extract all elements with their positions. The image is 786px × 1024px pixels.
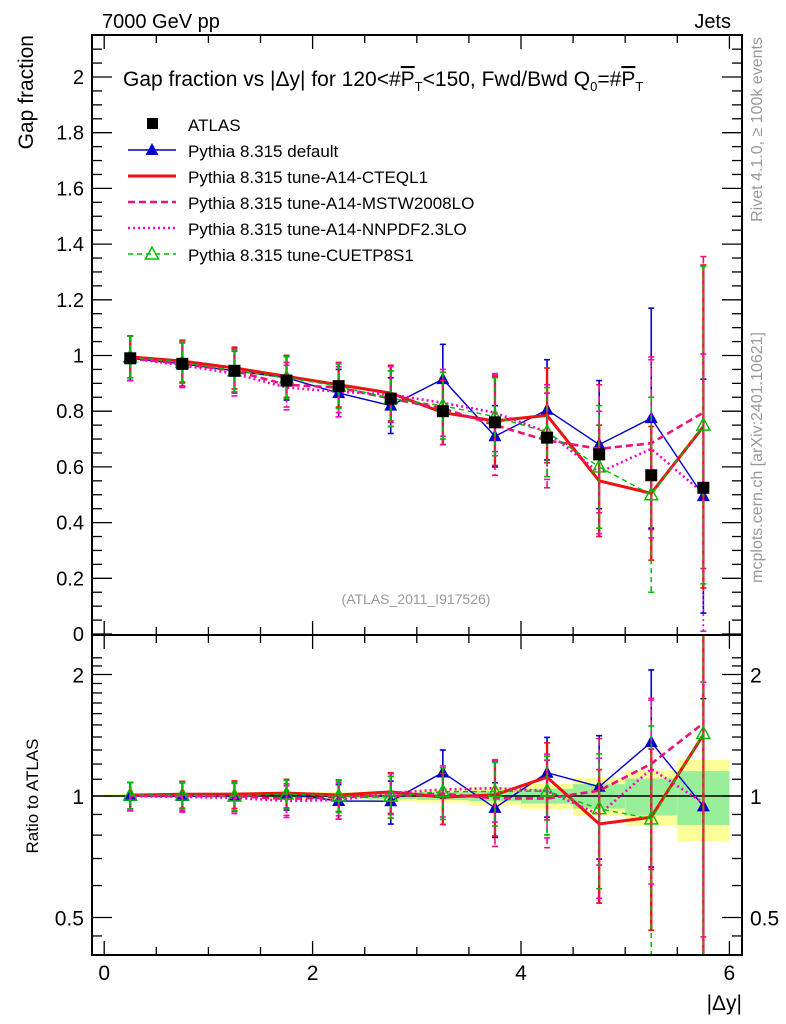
- x-tick-label: 4: [515, 962, 527, 985]
- main-y-tick-label: 2: [73, 67, 84, 89]
- ratio-series-layer: [122, 635, 712, 955]
- main-series-pythia-8-315-tune-cuetp8s1: [122, 265, 712, 594]
- main-y-tick-label: 1.8: [56, 123, 84, 145]
- ratio-point: [278, 785, 295, 800]
- ratio-point: [226, 787, 243, 802]
- ratio-point: [174, 786, 191, 801]
- plot-title: Gap fraction vs |Δy| for 120<#PT<150, Fw…: [123, 68, 643, 94]
- legend-item: Pythia 8.315 tune-A14-NNPDF2.3LO: [128, 220, 467, 239]
- ratio-point: [643, 810, 659, 825]
- main-point: [643, 486, 659, 501]
- legend-label: Pythia 8.315 tune-A14-CTEQL1: [188, 168, 428, 187]
- legend-label: Pythia 8.315 tune-A14-NNPDF2.3LO: [188, 220, 467, 239]
- main-series-line: [130, 356, 705, 495]
- main-point: [332, 380, 345, 393]
- x-tick-label: 6: [724, 962, 736, 985]
- main-point: [541, 431, 554, 444]
- legend-atlas-marker: [147, 118, 158, 129]
- header-right-label: Jets: [694, 11, 731, 33]
- axes-layer: 0 2 4 6 0 0.2 0.4 0.6 0.8 1 1.2 1.4 1.6 1.8 2 0.5 0.5 1 1 2…: [55, 34, 779, 985]
- main-point: [697, 481, 710, 494]
- main-point: [645, 469, 658, 482]
- ratio-point: [435, 783, 451, 798]
- header-left-label: 7000 GeV pp: [102, 11, 220, 33]
- ratio-y-tick-label-right: 2: [750, 665, 762, 688]
- main-y-tick-label: 0: [73, 624, 84, 646]
- main-series-pythia-8-315-default: [123, 307, 710, 614]
- legend-item: Pythia 8.315 default: [128, 142, 339, 161]
- main-y-tick-label: 0.6: [56, 457, 84, 479]
- ratio-y-tick-label-right: 0.5: [750, 908, 779, 931]
- ratio-point: [695, 725, 712, 740]
- main-series-line: [130, 356, 704, 496]
- main-point: [280, 374, 293, 387]
- main-point: [436, 405, 449, 418]
- ratio-y-tick-label: 0.5: [55, 908, 84, 931]
- legend-label: Pythia 8.315 default: [188, 142, 339, 161]
- legend-item: ATLAS: [147, 116, 241, 135]
- ratio-y-tick-label: 1: [72, 786, 84, 809]
- main-point: [695, 416, 712, 431]
- main-series-atlas: [124, 352, 710, 494]
- main-y-tick-label: 1: [73, 346, 84, 368]
- main-series-line: [130, 357, 704, 497]
- main-series-pythia-8-315-tune-a14-mstw2008lo: [127, 255, 707, 570]
- legend-item: Pythia 8.315 tune-A14-MSTW2008LO: [128, 194, 474, 213]
- main-y-tick-label: 1.6: [56, 178, 84, 200]
- main-series-pythia-8-315-tune-a14-nnpdf2-3lo: [127, 335, 707, 633]
- main-series-line: [130, 356, 705, 451]
- ratio-y-axis-label: Ratio to ATLAS: [23, 739, 42, 854]
- main-series-line: [130, 355, 705, 496]
- x-tick-label: 0: [98, 962, 110, 985]
- main-y-tick-label: 1.2: [56, 290, 84, 312]
- main-point: [384, 392, 397, 405]
- legend-marker: [144, 245, 160, 260]
- legend-marker: [145, 143, 159, 155]
- main-y-tick-label: 0.8: [56, 401, 84, 423]
- ratio-y-tick-label: 2: [72, 665, 84, 688]
- legend-item: Pythia 8.315 tune-CUETP8S1: [128, 245, 414, 265]
- x-tick-label: 2: [307, 962, 319, 985]
- ratio-series-line: [130, 733, 704, 820]
- main-y-tick-label: 0.4: [56, 513, 84, 535]
- ratio-point: [122, 786, 138, 801]
- rivet-version-label: Rivet 4.1.0, ≥ 100k events: [749, 37, 766, 222]
- ratio-point: [591, 800, 607, 815]
- mcplots-label: mcplots.cern.ch [arXiv:2401.10621]: [749, 332, 766, 583]
- main-point: [228, 364, 241, 377]
- main-point: [124, 352, 137, 365]
- ratio-series-pythia-8-315-default: [123, 669, 710, 955]
- main-y-tick-label: 0.2: [56, 568, 84, 590]
- ratio-series-line: [130, 767, 705, 817]
- ratio-point: [487, 782, 503, 798]
- analysis-id-annotation: (ATLAS_2011_I917526): [342, 591, 491, 607]
- main-y-axis-label: Gap fraction: [15, 35, 38, 149]
- legend-label: ATLAS: [188, 116, 241, 135]
- ratio-point: [330, 787, 347, 802]
- main-point: [593, 448, 606, 461]
- ratio-series-line: [130, 722, 705, 801]
- ratio-point: [383, 787, 399, 802]
- main-point: [591, 458, 607, 473]
- ratio-series-pythia-8-315-tune-a14-nnpdf2-3lo: [127, 681, 707, 955]
- legend-label: Pythia 8.315 tune-CUETP8S1: [188, 246, 414, 265]
- main-y-tick-label: 1.4: [56, 234, 84, 256]
- ratio-point: [539, 782, 555, 797]
- ratio-series-line: [130, 741, 704, 809]
- legend-label: Pythia 8.315 tune-A14-MSTW2008LO: [188, 194, 474, 213]
- legend: ATLAS Pythia 8.315 default Pythia 8.315 tu…: [128, 116, 474, 265]
- ratio-series-pythia-8-315-tune-a14-cteql1: [127, 635, 705, 955]
- ratio-y-tick-label-right: 1: [750, 786, 762, 809]
- main-point: [176, 357, 189, 370]
- main-series-layer: [122, 255, 712, 633]
- legend-item: Pythia 8.315 tune-A14-CTEQL1: [128, 168, 428, 187]
- ratio-series-pythia-8-315-tune-cuetp8s1: [122, 635, 712, 955]
- main-series-pythia-8-315-tune-a14-cteql1: [127, 264, 707, 589]
- x-axis-label: |Δy|: [707, 992, 742, 1015]
- main-point: [488, 416, 501, 429]
